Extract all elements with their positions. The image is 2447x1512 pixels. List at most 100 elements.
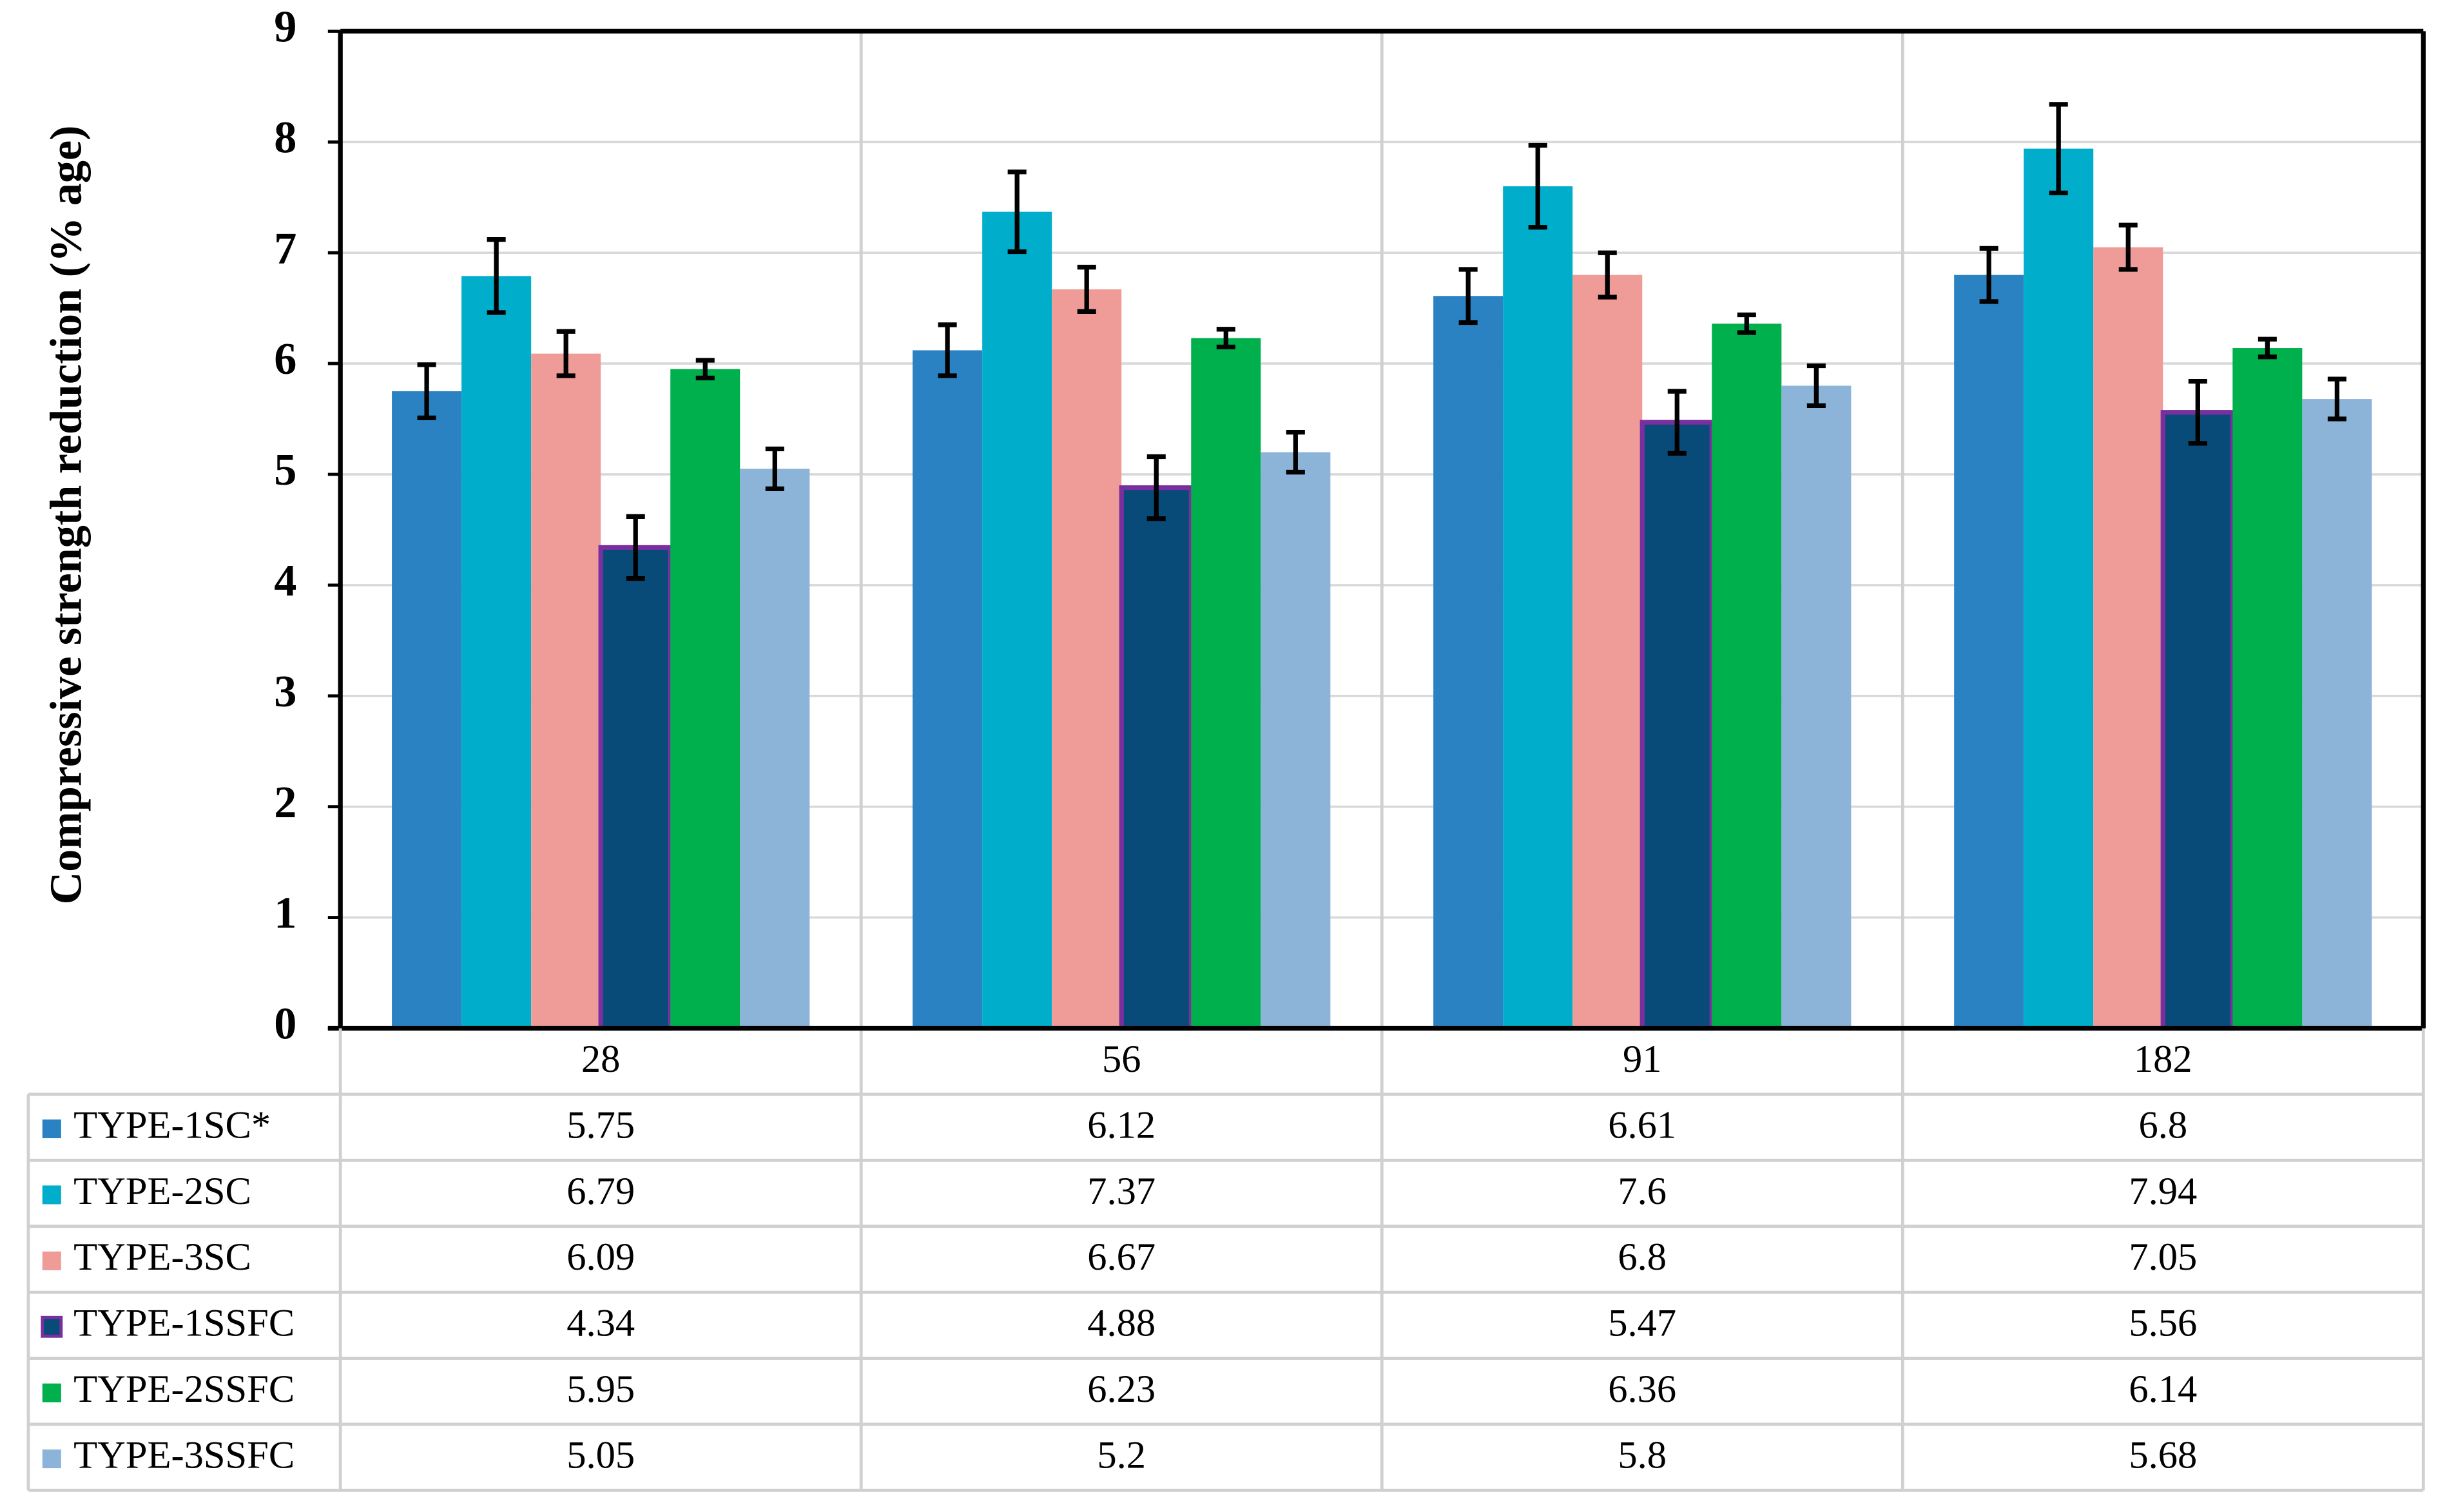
error-bar <box>1007 170 1027 255</box>
error-bar <box>1737 312 1756 335</box>
bar <box>1781 385 1852 1029</box>
table-value: 6.23 <box>1087 1368 1156 1411</box>
table-value: 4.88 <box>1087 1302 1156 1345</box>
bar <box>2093 247 2163 1029</box>
bar <box>531 353 601 1029</box>
table-value: 7.94 <box>2129 1170 2197 1213</box>
table-value: 6.36 <box>1608 1368 1676 1411</box>
error-bar <box>2118 222 2138 272</box>
error-bar <box>695 358 715 381</box>
legend-swatch <box>42 1185 61 1205</box>
bar <box>598 545 673 1031</box>
legend-swatch <box>42 1251 61 1270</box>
y-tick-label: 5 <box>274 445 296 495</box>
bar <box>1261 452 1331 1029</box>
table-value: 5.75 <box>566 1103 635 1147</box>
error-bar <box>1216 327 1235 349</box>
table-value: 6.14 <box>2129 1368 2197 1411</box>
y-tick-label: 4 <box>274 556 296 606</box>
bar <box>982 211 1052 1029</box>
table-value: 6.67 <box>1087 1236 1156 1279</box>
bar <box>1954 275 2024 1029</box>
y-tick-label: 6 <box>274 334 296 384</box>
bar <box>2024 148 2094 1029</box>
legend-swatch <box>42 1449 61 1469</box>
bar <box>913 350 983 1029</box>
bar <box>461 276 532 1029</box>
error-bar <box>2188 378 2207 446</box>
error-bar <box>765 446 784 491</box>
legend-label: TYPE-2SC <box>73 1170 251 1213</box>
error-bar <box>938 322 957 378</box>
y-tick-label: 0 <box>274 999 296 1049</box>
error-bar <box>1806 363 1826 409</box>
table-value: 7.6 <box>1618 1170 1667 1213</box>
table-value: 4.34 <box>566 1302 635 1345</box>
table-value: 5.47 <box>1608 1302 1676 1345</box>
y-tick-label: 8 <box>274 112 296 162</box>
error-bar <box>1286 430 1305 475</box>
error-bar <box>417 362 436 420</box>
table-value: 5.8 <box>1618 1433 1667 1477</box>
category-label: 91 <box>1623 1038 1662 1081</box>
bar <box>1712 324 1782 1029</box>
table-value: 5.68 <box>2129 1433 2197 1477</box>
error-bar <box>2327 376 2346 422</box>
table-value: 5.56 <box>2129 1302 2197 1345</box>
y-tick-label: 2 <box>274 777 296 828</box>
table-value: 7.05 <box>2129 1236 2197 1279</box>
error-bar <box>1528 142 1547 230</box>
legend-swatch <box>42 1119 61 1139</box>
legend-label: TYPE-1SC* <box>73 1103 271 1147</box>
y-tick-label: 3 <box>274 666 296 717</box>
table-value: 6.09 <box>566 1236 635 1279</box>
table-value: 6.8 <box>1618 1236 1667 1279</box>
category-label: 28 <box>581 1038 621 1081</box>
table-value: 5.95 <box>566 1368 635 1411</box>
bar <box>2232 348 2303 1029</box>
y-axis-label: Compressive strength reduction (% age) <box>41 125 91 904</box>
bar <box>1639 420 1714 1031</box>
table-value: 6.61 <box>1608 1103 1676 1147</box>
category-label: 56 <box>1102 1038 1141 1081</box>
error-bar <box>1667 389 1687 456</box>
bar <box>1191 338 1261 1029</box>
bar <box>392 391 462 1029</box>
error-bar <box>1146 454 1166 521</box>
legend-swatch <box>41 1315 63 1338</box>
bar <box>2160 410 2235 1031</box>
error-bar <box>1458 267 1478 325</box>
y-tick-label: 9 <box>274 2 296 52</box>
bar <box>1433 296 1504 1029</box>
legend-label: TYPE-3SC <box>73 1236 251 1279</box>
table-value: 6.8 <box>2138 1103 2187 1147</box>
error-bar <box>1077 264 1096 314</box>
error-bar <box>2049 102 2068 196</box>
y-tick-label: 7 <box>274 223 296 273</box>
error-bar <box>626 514 645 581</box>
table-value: 6.79 <box>566 1170 635 1213</box>
error-bar <box>487 237 506 315</box>
error-bar <box>556 329 575 378</box>
category-label: 182 <box>2134 1038 2192 1081</box>
table-value: 5.2 <box>1097 1433 1146 1477</box>
error-bar <box>1598 250 1617 300</box>
legend-label: TYPE-3SSFC <box>73 1433 295 1477</box>
bar <box>1119 485 1194 1031</box>
bar <box>1052 289 1122 1029</box>
error-bar <box>1979 246 1998 304</box>
legend-label: TYPE-2SSFC <box>73 1368 295 1411</box>
error-bar <box>2258 336 2277 360</box>
table-value: 7.37 <box>1087 1170 1156 1213</box>
bar <box>2302 399 2372 1029</box>
table-value: 6.12 <box>1087 1103 1156 1147</box>
bar <box>740 469 810 1029</box>
table-value: 5.05 <box>566 1433 635 1477</box>
legend-label: TYPE-1SSFC <box>73 1302 295 1345</box>
y-tick-label: 1 <box>274 888 296 938</box>
legend-swatch <box>42 1383 61 1402</box>
bar <box>670 369 740 1029</box>
bar <box>1503 186 1573 1029</box>
